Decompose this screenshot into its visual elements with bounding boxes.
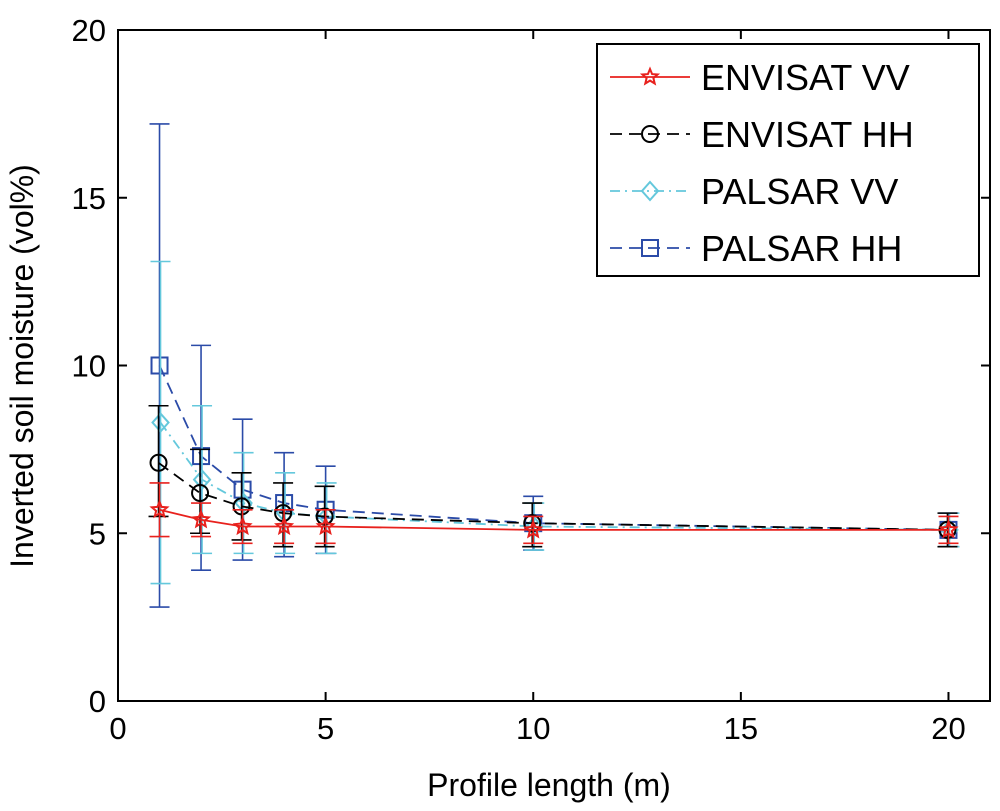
series-line <box>159 508 949 531</box>
legend: ENVISAT VV ENVISAT HH PALSAR VV PALSAR HH <box>596 43 980 277</box>
legend-entry: ENVISAT HH <box>610 114 914 155</box>
legend-entry: PALSAR VV <box>610 171 898 212</box>
x-tick-label: 10 <box>516 711 550 746</box>
y-tick-label: 20 <box>72 13 106 48</box>
legend-marker <box>640 180 660 202</box>
data-point <box>150 356 169 375</box>
legend-marker <box>639 66 661 86</box>
plot-frame <box>117 29 991 702</box>
data-point <box>151 412 170 434</box>
legend-marker <box>641 125 659 143</box>
y-tick-label: 5 <box>89 516 106 551</box>
series-layer <box>148 123 960 608</box>
data-point <box>315 515 336 536</box>
data-point <box>192 469 212 491</box>
legend-label: ENVISAT VV <box>701 57 910 98</box>
series-envisat-vv <box>149 482 959 545</box>
y-axis-label: Inverted soil moisture (vol%) <box>4 164 40 568</box>
axes: 0 5 10 15 20 0 5 10 15 20 <box>72 13 990 746</box>
legend-entry: PALSAR HH <box>610 228 902 269</box>
legend-entry: ENVISAT VV <box>610 57 910 98</box>
data-point <box>190 509 212 529</box>
x-axis-label: Profile length (m) <box>427 767 671 803</box>
legend-label: ENVISAT HH <box>701 114 914 155</box>
data-point <box>523 514 542 533</box>
data-point <box>274 515 295 536</box>
y-tick-label: 10 <box>72 349 106 384</box>
x-tick-label: 15 <box>724 711 758 746</box>
data-point <box>232 497 251 516</box>
legend-marker <box>641 239 659 257</box>
data-point <box>523 519 544 539</box>
x-tick-label: 20 <box>931 711 965 746</box>
data-point <box>192 447 211 466</box>
data-point <box>149 453 168 472</box>
data-point <box>938 519 959 539</box>
legend-label: PALSAR HH <box>701 228 902 269</box>
data-point <box>191 483 210 502</box>
legend-label: PALSAR VV <box>701 171 898 212</box>
x-tick-label: 0 <box>109 711 126 746</box>
y-tick-label: 0 <box>89 684 106 719</box>
plot-border <box>117 29 991 702</box>
legend-box <box>596 43 980 277</box>
data-point <box>232 515 253 536</box>
y-tick-label: 15 <box>72 181 106 216</box>
data-point <box>315 507 334 526</box>
x-tick-label: 5 <box>317 711 334 746</box>
data-point <box>149 499 170 519</box>
